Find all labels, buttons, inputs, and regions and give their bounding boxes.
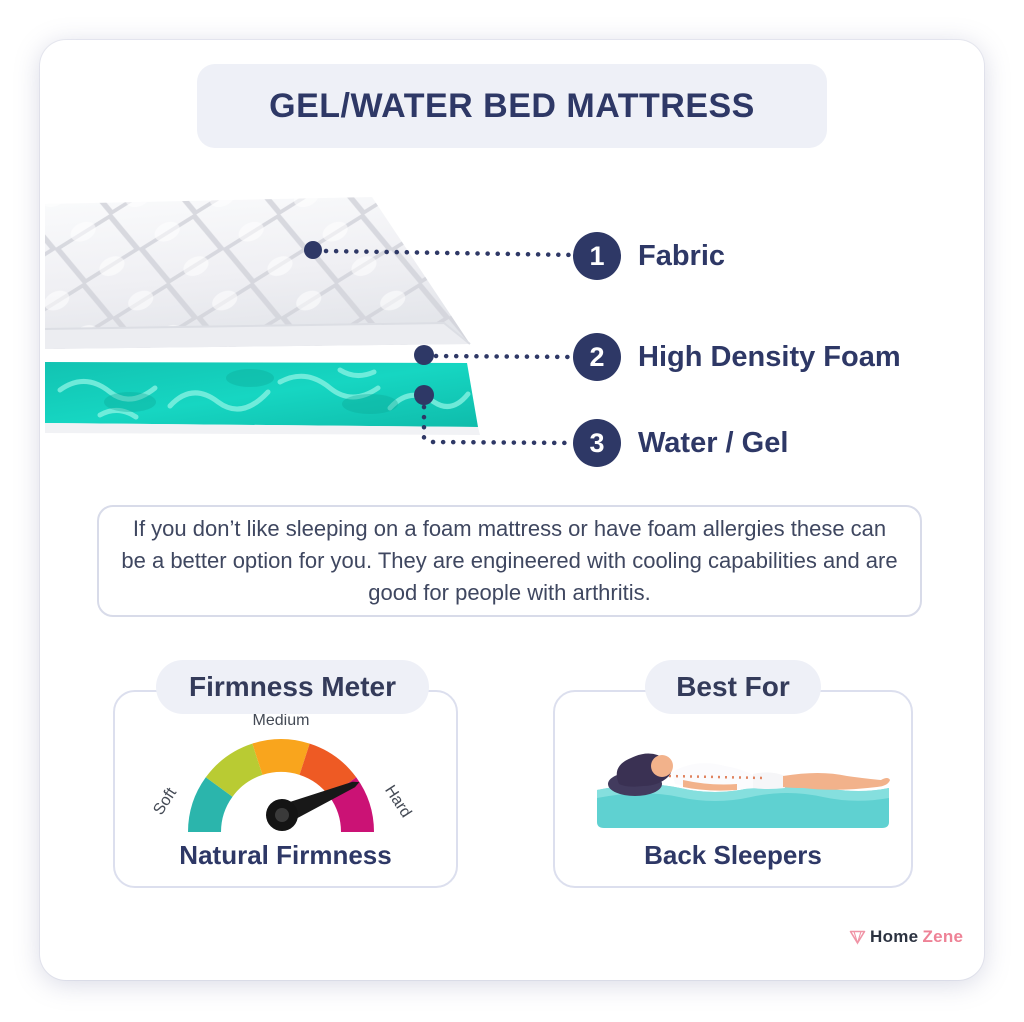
best-for-value-label: Back Sleepers <box>644 840 822 870</box>
gauge-segment-medium <box>252 739 310 775</box>
callout-number-badge: 3 <box>573 419 621 467</box>
sleeper-head <box>651 755 673 777</box>
leader-dots <box>304 241 434 405</box>
page-title: GEL/WATER BED MATTRESS <box>269 86 755 125</box>
gauge-label-hard: Hard <box>381 782 414 820</box>
back-sleeper-illustration <box>597 753 890 828</box>
brand-name-primary: Home <box>870 927 919 946</box>
title-banner: GEL/WATER BED MATTRESS <box>197 64 827 148</box>
gauge-segment-medium-hard <box>299 743 357 797</box>
callout-label: Water / Gel <box>638 426 789 459</box>
sleeper-legs <box>783 773 890 790</box>
callout-label: High Density Foam <box>638 340 901 373</box>
brand-gem-icon <box>849 930 866 945</box>
brand-logo: Home Zene <box>849 927 963 947</box>
spine-dotted-line <box>668 774 764 780</box>
firmness-value-label: Natural Firmness <box>179 840 392 870</box>
sleeper-shorts <box>753 772 785 789</box>
callout-number-badge: 2 <box>573 333 621 381</box>
sleeper-arm <box>683 780 737 791</box>
gauge-segment-soft <box>188 777 233 832</box>
best-for-header-pill: Best For <box>645 660 821 714</box>
best-for-header: Best For <box>676 671 790 702</box>
callout-fabric: 1 Fabric <box>573 232 725 280</box>
water-gel-layer <box>45 362 480 435</box>
firmness-gauge: Medium Soft Hard <box>150 712 414 832</box>
firmness-header: Firmness Meter <box>189 671 396 702</box>
leader-lines <box>323 248 577 446</box>
gauge-label-soft: Soft <box>150 785 180 819</box>
mattress-layers-illustration <box>44 197 577 446</box>
callout-number-badge: 1 <box>573 232 621 280</box>
firmness-header-pill: Firmness Meter <box>156 660 429 714</box>
callout-label: Fabric <box>638 239 726 272</box>
description-text: If you don’t like sleeping on a foam mat… <box>121 516 898 605</box>
description-box: If you don’t like sleeping on a foam mat… <box>97 505 922 617</box>
gauge-segment-soft-medium <box>205 743 263 797</box>
gauge-needle <box>266 781 360 831</box>
callout-water-gel: 3 Water / Gel <box>573 419 788 467</box>
gauge-arc <box>188 739 374 832</box>
fabric-layer <box>44 197 471 349</box>
gauge-label-medium: Medium <box>253 712 310 729</box>
brand-name-secondary: Zene <box>922 927 964 946</box>
callout-foam: 2 High Density Foam <box>573 333 901 381</box>
